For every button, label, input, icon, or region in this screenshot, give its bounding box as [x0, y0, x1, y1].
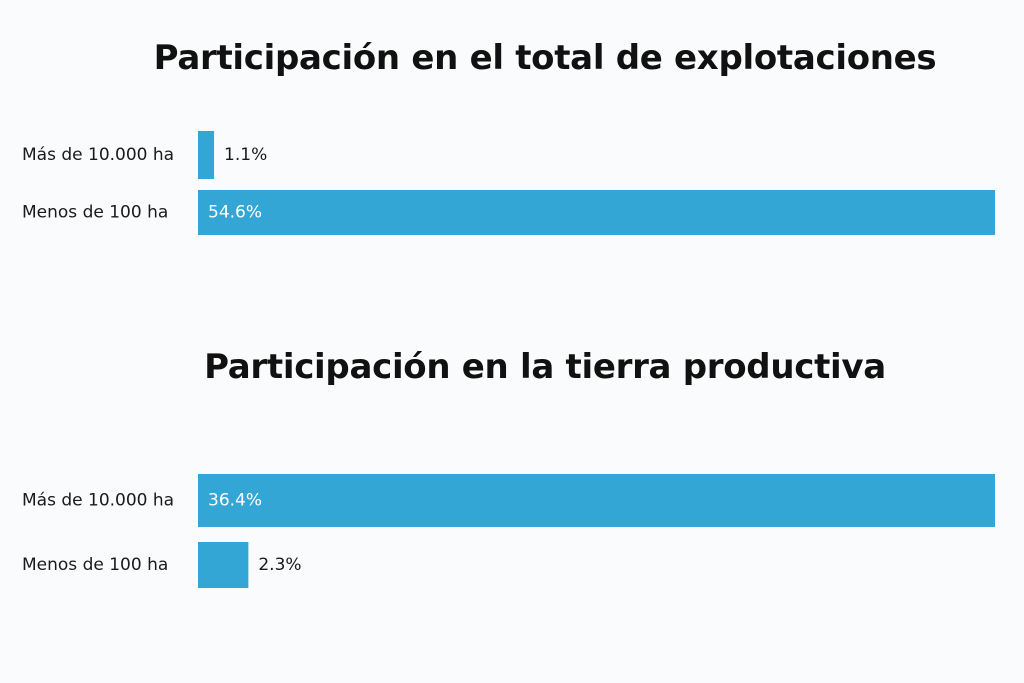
bar [198, 190, 995, 235]
category-label: Menos de 100 ha [22, 203, 168, 223]
data-label: 54.6% [208, 203, 262, 223]
data-label: 36.4% [208, 491, 262, 511]
data-label: 2.3% [258, 555, 301, 575]
chart-title-explotaciones: Participación en el total de explotacion… [153, 38, 937, 78]
chart-title-tierra-productiva: Participación en la tierra productiva [204, 347, 886, 387]
bar [198, 131, 215, 179]
category-label: Más de 10.000 ha [22, 145, 174, 165]
category-label: Más de 10.000 ha [22, 491, 174, 511]
bar [198, 474, 995, 527]
bar [198, 542, 249, 588]
data-label: 1.1% [224, 145, 267, 165]
category-label: Menos de 100 ha [22, 555, 168, 575]
